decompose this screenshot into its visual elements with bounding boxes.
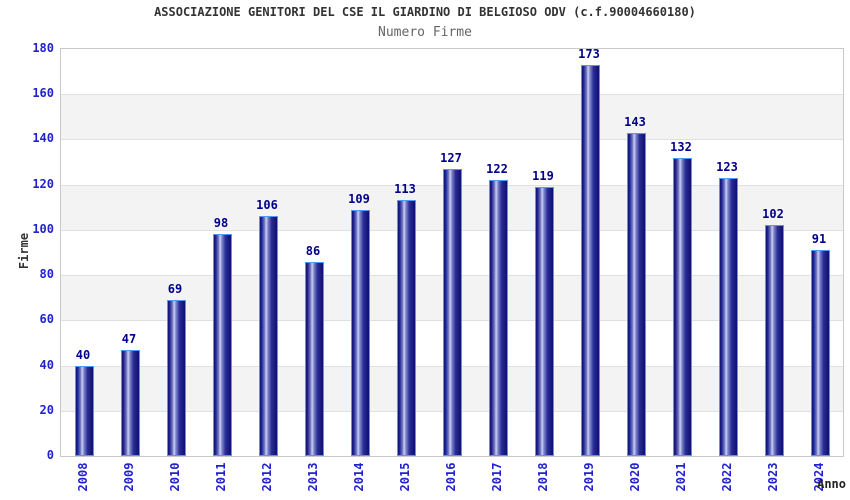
bar-2021 — [672, 157, 692, 456]
y-tick-label: 180 — [32, 41, 54, 55]
x-tick-label: 2008 — [76, 462, 90, 492]
bar-2011 — [212, 234, 232, 456]
x-tick-label: 2011 — [214, 462, 228, 492]
plot-area — [60, 48, 844, 457]
x-tick-label: 2012 — [260, 462, 274, 492]
bar-2020 — [626, 132, 646, 456]
bar-value-label: 113 — [394, 182, 416, 197]
x-tick-label: 2017 — [490, 462, 504, 492]
y-tick-label: 0 — [46, 448, 54, 462]
bar-value-label: 109 — [348, 191, 370, 206]
x-tick-label: 2019 — [582, 462, 596, 492]
bar-2013 — [304, 261, 324, 456]
bar-2012 — [258, 216, 278, 456]
bar-value-label: 98 — [213, 216, 229, 231]
y-tick-label: 60 — [39, 312, 54, 327]
bar-value-label: 40 — [75, 347, 91, 362]
x-tick-label: 2023 — [766, 462, 780, 492]
bar-value-label: 173 — [578, 46, 600, 61]
y-tick-label: 140 — [32, 131, 54, 146]
bar-value-label: 86 — [305, 243, 321, 258]
x-tick-label: 2014 — [352, 462, 366, 492]
y-axis-title: Firme — [17, 232, 31, 270]
bar-value-label: 127 — [440, 150, 462, 165]
x-tick-label: 2009 — [122, 462, 136, 492]
bar-2022 — [718, 177, 738, 456]
gridline — [61, 139, 843, 141]
bar-2016 — [442, 168, 462, 456]
bar-value-label: 106 — [256, 198, 278, 213]
x-tick-label: 2018 — [536, 462, 550, 492]
bar-2018 — [534, 186, 554, 456]
bar-2014 — [350, 209, 370, 456]
bar-2015 — [396, 200, 416, 456]
plot-band — [61, 49, 843, 95]
bar-value-label: 69 — [167, 281, 183, 296]
bar-2019 — [580, 64, 600, 456]
y-tick-label: 40 — [39, 357, 54, 372]
bar-2009 — [120, 349, 140, 456]
bar-value-label: 102 — [762, 207, 784, 222]
bar-2008 — [74, 365, 94, 456]
bar-2023 — [764, 225, 784, 456]
bar-value-label: 47 — [121, 331, 137, 346]
y-tick-label: 100 — [32, 221, 54, 236]
gridline — [61, 94, 843, 96]
bar-value-label: 132 — [670, 139, 692, 154]
bar-value-label: 91 — [811, 232, 827, 247]
x-tick-label: 2010 — [168, 462, 182, 492]
bar-2017 — [488, 180, 508, 456]
x-tick-label: 2016 — [444, 462, 458, 492]
bar-value-label: 143 — [624, 114, 646, 129]
y-tick-label: 160 — [32, 86, 54, 101]
x-tick-label: 2020 — [628, 462, 642, 492]
bar-value-label: 123 — [716, 159, 738, 174]
y-tick-label: 20 — [39, 402, 54, 417]
x-tick-label: 2013 — [306, 462, 320, 492]
x-tick-label: 2015 — [398, 462, 412, 492]
x-tick-label: 2021 — [674, 462, 688, 492]
plot-band — [61, 94, 843, 140]
chart-title: ASSOCIAZIONE GENITORI DEL CSE IL GIARDIN… — [154, 5, 696, 19]
chart-subtitle: Numero Firme — [378, 25, 472, 40]
bar-value-label: 119 — [532, 168, 554, 183]
x-axis-title: Anno — [817, 477, 846, 491]
y-tick-label: 120 — [32, 176, 54, 191]
x-tick-label: 2022 — [720, 462, 734, 492]
y-tick-label: 80 — [39, 267, 54, 282]
bar-2010 — [166, 299, 186, 456]
bar-2024 — [810, 250, 830, 456]
bar-value-label: 122 — [486, 162, 508, 177]
